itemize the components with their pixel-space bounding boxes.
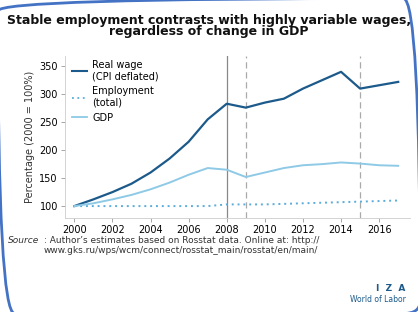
Y-axis label: Percentage (2000 = 100%): Percentage (2000 = 100%) bbox=[25, 71, 35, 203]
Text: Source: Source bbox=[8, 236, 40, 245]
Text: Stable employment contrasts with highly variable wages,: Stable employment contrasts with highly … bbox=[7, 14, 411, 27]
Text: regardless of change in GDP: regardless of change in GDP bbox=[109, 25, 309, 38]
Text: World of Labor: World of Labor bbox=[349, 295, 405, 304]
Text: I  Z  A: I Z A bbox=[376, 284, 405, 293]
Text: : Author’s estimates based on Rosstat data. Online at: http://
www.gks.ru/wps/wc: : Author’s estimates based on Rosstat da… bbox=[44, 236, 319, 255]
Legend: Real wage
(CPI deflated), Employment
(total), GDP: Real wage (CPI deflated), Employment (to… bbox=[70, 58, 161, 124]
